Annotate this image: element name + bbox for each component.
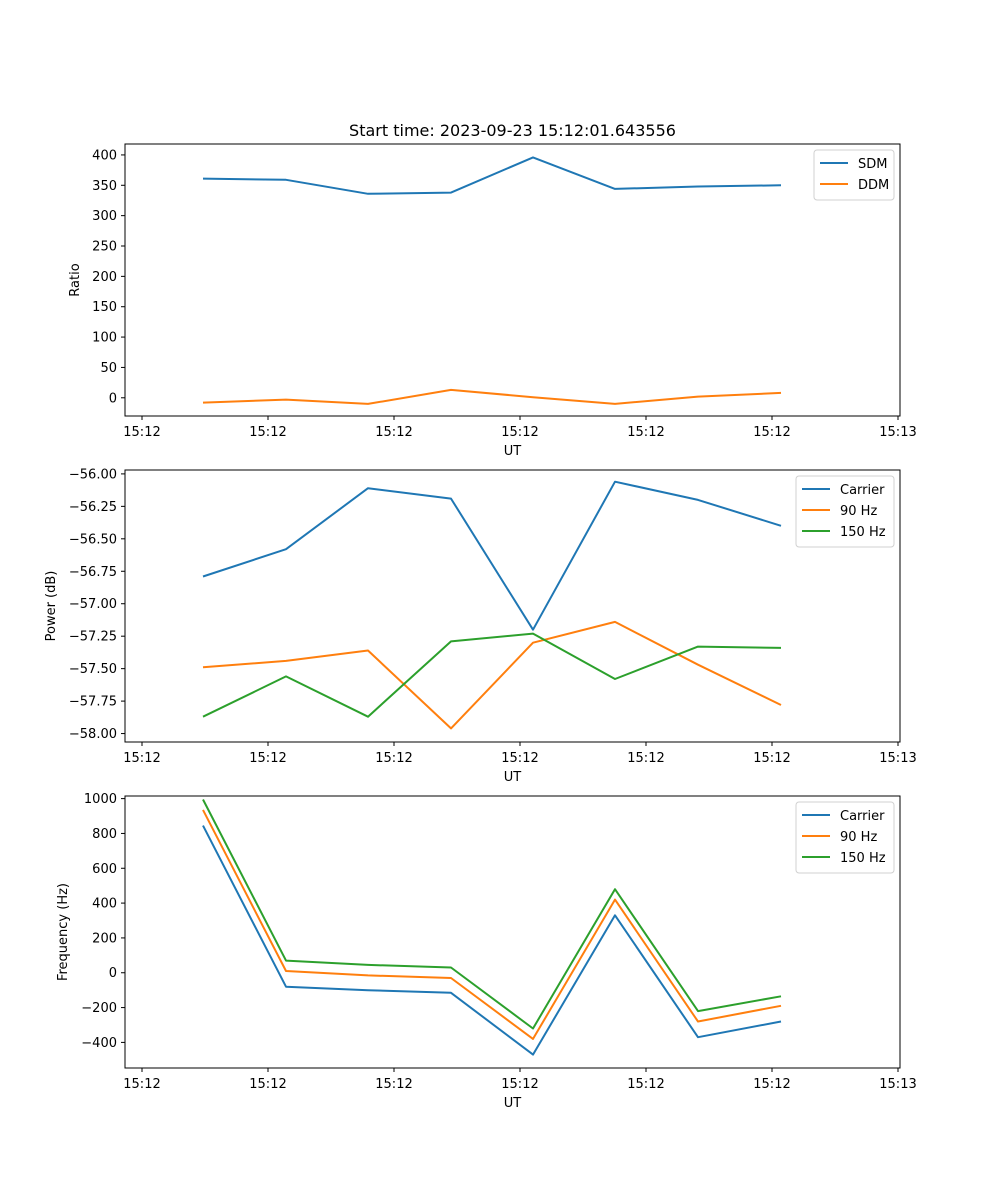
legend-entry-label: SDM <box>858 157 887 172</box>
x-tick-label: 15:12 <box>249 751 286 766</box>
x-tick-label: 15:12 <box>249 1077 286 1092</box>
x-tick-label: 15:12 <box>375 425 412 440</box>
chart-panel-1: Start time: 2023-09-23 15:12:01.643556 15… <box>68 121 917 459</box>
y-tick-label: 350 <box>92 179 117 194</box>
x-tick-label: 15:12 <box>627 751 664 766</box>
series-line-150-hz <box>202 799 782 1030</box>
legend-entry-label: 150 Hz <box>840 851 886 866</box>
y-tick-label: 1000 <box>84 792 117 807</box>
x-tick-label: 15:12 <box>123 751 160 766</box>
y-axis-label: Ratio <box>68 263 83 296</box>
legend-entry-label: DDM <box>858 178 889 193</box>
x-tick-label: 15:13 <box>879 1077 916 1092</box>
x-tick-label: 15:12 <box>375 1077 412 1092</box>
y-tick-label: 0 <box>109 391 117 406</box>
x-axis-label: UT <box>504 770 522 785</box>
legend: Carrier 90 Hz 150 Hz <box>795 475 895 548</box>
x-tick-label: 15:13 <box>879 425 916 440</box>
x-tick-label: 15:12 <box>123 425 160 440</box>
y-tick-label: −56.25 <box>69 500 117 515</box>
y-tick-label: −57.50 <box>69 662 117 677</box>
plot-area-frame <box>124 795 901 1069</box>
chart-title: Start time: 2023-09-23 15:12:01.643556 <box>349 121 676 140</box>
y-axis-label: Frequency (Hz) <box>56 883 71 981</box>
series-line-ddm <box>202 388 782 405</box>
legend-entry-label: 90 Hz <box>840 504 877 519</box>
x-tick-label: 15:12 <box>501 425 538 440</box>
x-tick-label: 15:13 <box>879 751 916 766</box>
plot-area-frame <box>124 143 901 417</box>
x-tick-label: 15:12 <box>627 425 664 440</box>
y-tick-label: −56.00 <box>69 467 117 482</box>
y-tick-label: 200 <box>92 931 117 946</box>
legend-box <box>795 801 895 874</box>
y-axis-label: Power (dB) <box>44 571 59 642</box>
legend: SDM DDM <box>813 149 895 201</box>
legend-box <box>795 475 895 548</box>
y-tick-label: 400 <box>92 148 117 163</box>
y-tick-label: −57.75 <box>69 695 117 710</box>
y-tick-label: −56.75 <box>69 565 117 580</box>
series-line-90-hz <box>202 620 782 730</box>
y-tick-label: 300 <box>92 209 117 224</box>
y-tick-label: 250 <box>92 240 117 255</box>
plot-area-frame <box>124 469 901 743</box>
y-tick-label: 100 <box>92 331 117 346</box>
y-tick-label: −58.00 <box>69 727 117 742</box>
series-line-90-hz <box>202 809 782 1040</box>
series-line-150-hz <box>202 632 782 718</box>
y-tick-label: 200 <box>92 270 117 285</box>
y-tick-label: −57.25 <box>69 630 117 645</box>
x-axis-label: UT <box>504 444 522 459</box>
x-tick-label: 15:12 <box>375 751 412 766</box>
series-line-sdm <box>202 156 782 195</box>
y-tick-label: 50 <box>100 361 117 376</box>
legend-entry-label: Carrier <box>840 809 885 824</box>
y-tick-label: 0 <box>109 966 117 981</box>
y-tick-label: −57.00 <box>69 597 117 612</box>
x-tick-label: 15:12 <box>627 1077 664 1092</box>
x-tick-label: 15:12 <box>501 1077 538 1092</box>
x-tick-label: 15:12 <box>501 751 538 766</box>
legend: Carrier 90 Hz 150 Hz <box>795 801 895 874</box>
x-tick-label: 15:12 <box>249 425 286 440</box>
y-tick-label: 400 <box>92 897 117 912</box>
y-tick-label: −56.50 <box>69 532 117 547</box>
series-line-carrier <box>202 825 782 1056</box>
chart-panel-3: 15:12 15:12 15:12 15:12 15:12 15:12 15:13 UT −40… <box>56 792 917 1111</box>
legend-entry-label: Carrier <box>840 483 885 498</box>
y-tick-label: 150 <box>92 300 117 315</box>
y-tick-label: −200 <box>81 1001 117 1016</box>
series-line-carrier <box>202 480 782 631</box>
x-tick-label: 15:12 <box>753 425 790 440</box>
x-axis-label: UT <box>504 1096 522 1111</box>
x-tick-label: 15:12 <box>753 1077 790 1092</box>
chart-panel-2: 15:12 15:12 15:12 15:12 15:12 15:12 15:13 UT −58… <box>44 467 917 785</box>
x-tick-label: 15:12 <box>123 1077 160 1092</box>
y-tick-label: 600 <box>92 862 117 877</box>
x-tick-label: 15:12 <box>753 751 790 766</box>
legend-entry-label: 150 Hz <box>840 525 886 540</box>
legend-entry-label: 90 Hz <box>840 830 877 845</box>
y-tick-label: 800 <box>92 827 117 842</box>
y-tick-label: −400 <box>81 1036 117 1051</box>
